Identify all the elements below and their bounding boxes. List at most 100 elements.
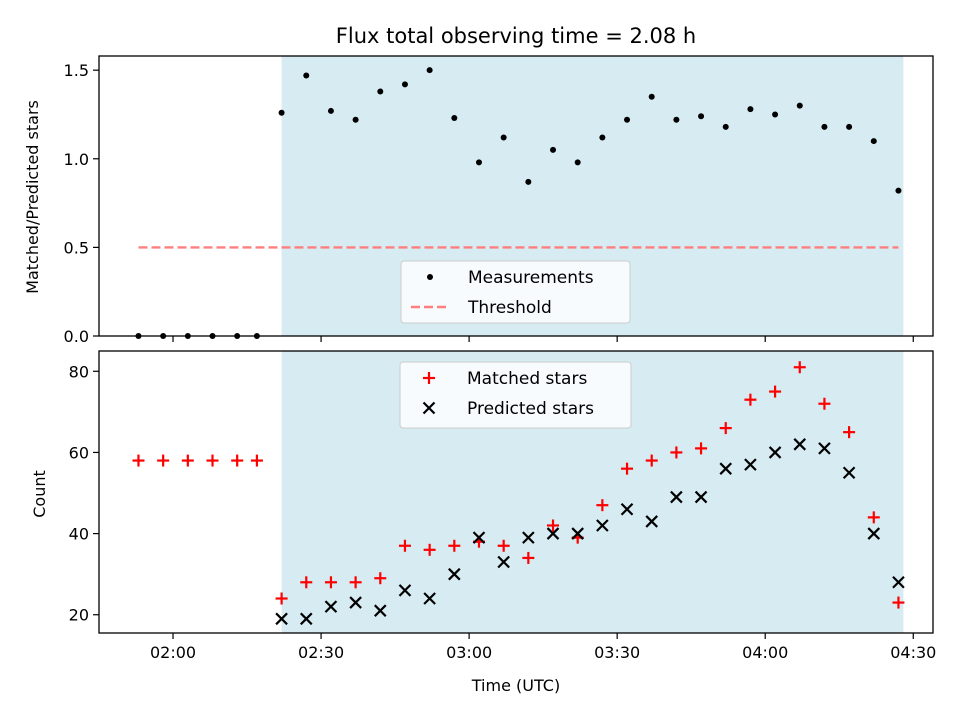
measurement-point [278,109,285,116]
predicted-stars-point [793,438,807,451]
predicted-stars-point [719,462,733,475]
matched-stars-point [300,576,313,589]
measurement-point [722,123,729,130]
predicted-stars-point [299,612,313,626]
measurement-point [303,72,310,79]
matched-stars-point [621,462,634,475]
matched-stars-point [867,511,880,524]
measurement-point [500,134,507,141]
matched-stars-point [448,539,461,552]
measurement-point [426,67,433,74]
legend-label: Matched stars [467,369,587,389]
matched-stars-point [132,454,145,467]
matched-stars-point [349,576,362,589]
matched-stars-point [157,454,170,467]
measurement-point [624,116,631,123]
x-tick-label: 02:30 [298,643,344,662]
legend-label: Predicted stars [467,399,594,419]
y-tick-label: 40 [69,525,89,544]
matched-stars-point [596,499,609,512]
measurement-point [451,115,458,122]
measurement-point [895,187,902,194]
matched-stars-point [645,454,658,467]
legend-box [400,260,631,324]
predicted-stars-point [867,527,881,540]
legend-marker-x [422,401,436,415]
matched-stars-point [275,592,288,605]
legend: Matched stars Predicted stars [399,361,632,429]
matched-stars-point [374,572,387,585]
predicted-stars-point [768,446,782,459]
predicted-stars-point [349,596,362,609]
measurement-point [475,159,482,166]
matched-stars-point [892,596,905,609]
matched-stars-point [547,519,560,532]
y-tick-label: 0.5 [64,238,89,257]
measurement-point [796,102,803,109]
matched-stars-point [793,361,806,374]
top-y-axis-label: Matched/Predicted stars [23,100,42,294]
x-axis-label: Time (UTC) [471,676,560,695]
predicted-stars-point [892,576,905,589]
predicted-stars-point [374,604,387,617]
measurement-point [648,93,655,100]
predicted-stars-point [842,466,856,480]
axes-frame [98,350,934,634]
x-tick-label: 02:00 [150,643,196,662]
measurement-point [846,123,853,130]
matched-stars-point [398,539,411,552]
legend-marker-dot [427,274,433,280]
matched-stars-point [818,397,831,410]
predicted-stars-point [744,458,757,471]
measurement-point [574,159,581,166]
measurement-point [327,107,334,114]
matched-stars-point [324,576,337,589]
y-tick-label: 1.5 [64,61,89,80]
measurement-point [550,146,557,153]
measurement-point [870,138,877,145]
predicted-stars-point [620,502,634,516]
predicted-stars-point [645,515,658,528]
y-tick-label: 1.0 [64,150,89,169]
x-tick-label: 04:00 [742,643,788,662]
matched-stars-point [670,446,683,459]
matched-stars-point [695,442,708,455]
matched-stars-point [719,422,732,435]
measurement-point [599,134,606,141]
predicted-stars-point [670,490,683,504]
top-panel: 0.0 0.5 1.0 1.5 Measurements Threshold [64,55,934,346]
matched-stars-point [522,551,535,564]
predicted-stars-point [571,527,584,540]
measurement-point [772,111,779,118]
measurement-point [401,81,408,88]
matched-stars-point [231,454,244,467]
predicted-stars-point [398,584,412,597]
measurement-point [747,106,754,113]
axes-frame [98,55,934,337]
matched-stars-point [744,393,757,406]
matched-stars-point [769,385,782,398]
predicted-stars-point [694,490,708,504]
chart-title: Flux total observing time = 2.08 h [336,24,696,48]
predicted-stars-point [324,600,338,613]
predicted-stars-point [448,567,461,581]
y-tick-label: 0.0 [64,327,89,346]
measurement-point [352,116,359,123]
predicted-stars-point [423,592,436,605]
measurement-point [673,116,680,123]
matched-stars-point [250,454,263,467]
bottom-y-axis-label: Count [30,470,49,518]
x-tick-label: 04:30 [890,643,936,662]
predicted-stars-point [472,531,486,544]
predicted-stars-point [275,612,288,626]
x-tick-label: 03:00 [446,643,492,662]
measurement-point [377,88,384,95]
predicted-stars-point [497,555,510,569]
y-tick-label: 20 [69,606,89,625]
predicted-stars-point [546,527,560,540]
legend-label: Measurements [468,268,594,288]
matched-stars-point [181,454,194,467]
x-tick-label: 03:30 [594,643,640,662]
predicted-stars-point [596,519,609,532]
